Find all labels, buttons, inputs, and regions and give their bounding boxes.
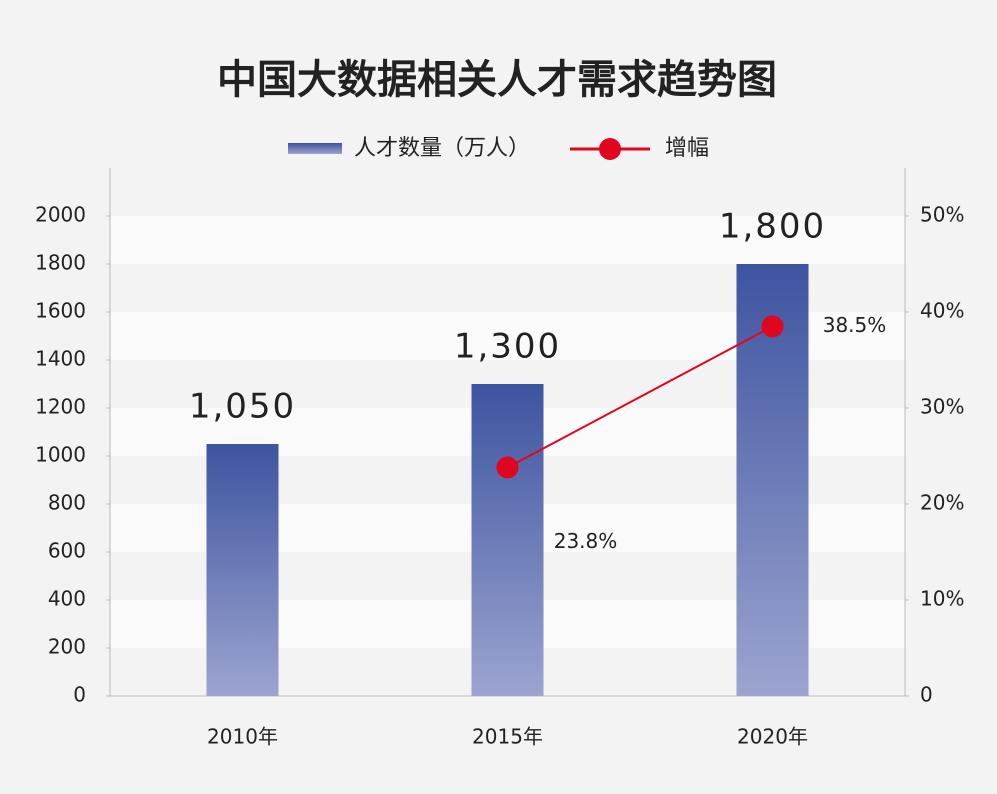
bar [206,444,279,696]
y-tick-label: 1200 [35,395,86,419]
line-value-label: 23.8% [554,529,618,553]
y-tick-label: 800 [48,491,86,515]
chart-title: 中国大数据相关人才需求趋势图 [217,57,777,103]
legend-label: 人才数量（万人） [354,136,530,161]
y-tick-label: 1600 [35,299,86,323]
y2-tick-label: 40% [920,299,964,323]
bar-value-label: 1,050 [189,387,296,427]
y-tick-label: 600 [48,539,86,563]
line [507,325,773,469]
y2-tick-label: 30% [920,395,964,419]
y-tick-label: 400 [48,587,86,611]
y-tick-label: 2000 [35,203,86,227]
line-value-label: 38.5% [823,313,887,337]
x-tick-label: 2010年 [207,725,278,749]
line-point [761,315,784,338]
y2-tick-label: 50% [920,203,964,227]
bar [471,384,544,696]
legend-swatch [288,143,342,154]
y-tick-label: 0 [73,683,86,707]
x-tick-label: 2020年 [737,725,808,749]
y2-tick-label: 20% [920,491,964,515]
y2-tick-label: 10% [920,587,964,611]
y-tick-label: 1800 [35,251,86,275]
x-tick-label: 2015年 [472,725,543,749]
line-point [496,456,519,479]
legend-swatch-dot [599,138,622,160]
bar-value-label: 1,800 [719,207,826,247]
stripe [110,216,905,264]
y2-tick-label: 0 [920,683,933,707]
y-tick-label: 200 [48,635,86,659]
y-tick-label: 1000 [35,443,86,467]
y-tick-label: 1400 [35,347,86,371]
bar-value-label: 1,300 [454,327,561,367]
legend-label: 增幅 [665,136,709,161]
